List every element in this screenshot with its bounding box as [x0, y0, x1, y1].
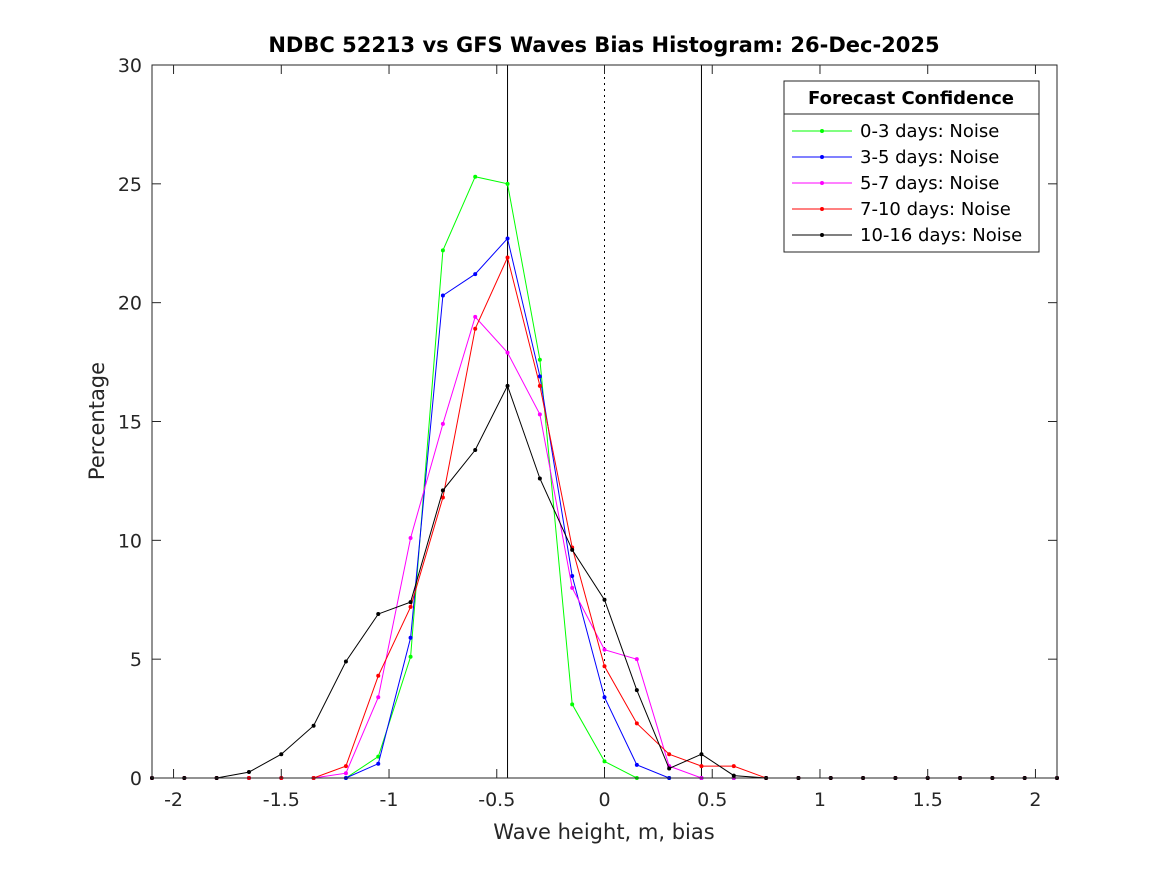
legend-label: 10-16 days: Noise: [860, 225, 1022, 246]
legend-label: 3-5 days: Noise: [860, 147, 999, 168]
x-tick-label: -0.5: [478, 789, 515, 811]
legend-label: 5-7 days: Noise: [860, 173, 999, 194]
data-point: [634, 721, 639, 726]
data-point: [408, 604, 413, 609]
data-point: [602, 759, 607, 764]
x-tick-label: 2: [1029, 789, 1041, 811]
data-point: [537, 383, 542, 388]
legend-entry: 0-3 days: Noise: [792, 121, 999, 142]
data-point: [440, 293, 445, 298]
data-point: [505, 181, 510, 186]
legend-swatch-marker: [820, 233, 824, 237]
x-tick-label: 1: [814, 789, 826, 811]
data-point: [505, 383, 510, 388]
data-point: [570, 573, 575, 578]
data-point: [602, 647, 607, 652]
data-point: [473, 314, 478, 319]
data-point: [505, 236, 510, 241]
data-point: [473, 448, 478, 453]
data-point: [667, 752, 672, 757]
y-tick-label: 30: [118, 55, 142, 77]
data-point: [570, 547, 575, 552]
data-point: [408, 654, 413, 659]
data-point: [376, 695, 381, 700]
data-point: [279, 752, 284, 757]
legend-entry: 7-10 days: Noise: [792, 199, 1011, 220]
data-point: [634, 688, 639, 693]
x-tick-label: 0: [598, 789, 610, 811]
x-tick-label: -1.5: [263, 789, 300, 811]
x-tick-label: -1: [380, 789, 399, 811]
data-point: [731, 764, 736, 769]
data-point: [731, 773, 736, 778]
data-point: [699, 764, 704, 769]
legend-label: 7-10 days: Noise: [860, 199, 1011, 220]
y-axis-label: Percentage: [85, 362, 109, 480]
legend-title: Forecast Confidence: [808, 88, 1014, 109]
data-point: [667, 766, 672, 771]
legend-entry: 10-16 days: Noise: [792, 225, 1022, 246]
data-point: [343, 659, 348, 664]
data-point: [473, 272, 478, 277]
legend-swatch-marker: [820, 129, 824, 133]
y-tick-label: 15: [118, 412, 142, 434]
data-point: [473, 326, 478, 331]
data-point: [473, 174, 478, 179]
y-tick-label: 25: [118, 174, 142, 196]
data-point: [602, 695, 607, 700]
x-tick-label: 1.5: [913, 789, 943, 811]
data-point: [376, 612, 381, 617]
y-tick-label: 0: [130, 768, 142, 790]
legend-swatch-marker: [820, 181, 824, 185]
data-point: [440, 495, 445, 500]
legend-swatch-marker: [820, 155, 824, 159]
data-point: [343, 764, 348, 769]
data-point: [505, 255, 510, 260]
x-axis-label: Wave height, m, bias: [493, 820, 714, 844]
x-tick-label: 0.5: [697, 789, 727, 811]
legend-entries: 0-3 days: Noise 3-5 days: Noise 5-7 days: …: [792, 121, 1022, 246]
legend-box: [783, 80, 1040, 253]
y-tick-label: 5: [130, 649, 142, 671]
legend-swatch-marker: [820, 207, 824, 211]
data-point: [570, 702, 575, 707]
data-point: [505, 350, 510, 355]
data-point: [343, 771, 348, 776]
data-point: [408, 600, 413, 605]
legend-entry: 5-7 days: Noise: [792, 173, 999, 194]
legend: Forecast Confidence 0-3 days: Noise 3-5 d…: [783, 80, 1040, 253]
data-point: [537, 476, 542, 481]
data-point: [537, 412, 542, 417]
data-point: [634, 762, 639, 767]
data-point: [440, 488, 445, 493]
data-point: [699, 752, 704, 757]
data-point: [634, 657, 639, 662]
data-point: [440, 421, 445, 426]
data-point: [376, 754, 381, 759]
data-point: [408, 635, 413, 640]
data-point: [537, 357, 542, 362]
chart-title: NDBC 52213 vs GFS Waves Bias Histogram: …: [268, 33, 939, 57]
data-point: [408, 535, 413, 540]
data-point: [246, 770, 251, 775]
data-point: [602, 597, 607, 602]
data-point: [570, 585, 575, 590]
x-tick-label: -2: [164, 789, 183, 811]
y-tick-label: 10: [118, 530, 142, 552]
data-point: [311, 723, 316, 728]
data-point: [537, 374, 542, 379]
y-tick-label: 20: [118, 293, 142, 315]
data-point: [376, 761, 381, 766]
legend-entry: 3-5 days: Noise: [792, 147, 999, 168]
data-point: [602, 664, 607, 669]
data-point: [376, 673, 381, 678]
data-point: [440, 248, 445, 253]
legend-label: 0-3 days: Noise: [860, 121, 999, 142]
